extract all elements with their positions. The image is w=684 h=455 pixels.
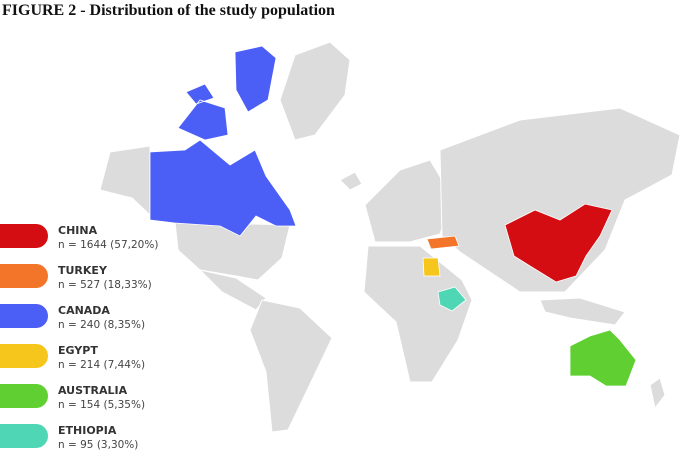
country-china — [504, 203, 613, 283]
country-ethiopia — [437, 286, 467, 312]
legend-name: CHINA — [58, 224, 98, 237]
legend-swatch — [0, 304, 48, 328]
legend-swatch — [0, 224, 48, 248]
legend-count: n = 95 (3,30%) — [58, 439, 138, 451]
legend-count: n = 154 (5,35%) — [58, 399, 145, 411]
legend-name: EGYPT — [58, 344, 98, 357]
highlighted-countries — [149, 45, 637, 387]
legend-swatch — [0, 344, 48, 368]
legend-count: n = 214 (7,44%) — [58, 359, 145, 371]
legend-name: AUSTRALIA — [58, 384, 128, 397]
legend-name: ETHIOPIA — [58, 424, 117, 437]
country-australia — [569, 329, 637, 387]
country-canada — [149, 45, 297, 237]
legend-swatch — [0, 384, 48, 408]
legend-count: n = 240 (8,35%) — [58, 319, 145, 331]
legend-swatch — [0, 264, 48, 288]
country-turkey — [426, 235, 460, 250]
figure-title: FIGURE 2 - Distribution of the study pop… — [2, 2, 335, 19]
legend-swatch — [0, 424, 48, 448]
legend-count: n = 527 (18,33%) — [58, 279, 152, 291]
legend-count: n = 1644 (57,20%) — [58, 239, 158, 251]
country-egypt — [422, 257, 441, 277]
legend-name: TURKEY — [58, 264, 108, 277]
legend: CHINA n = 1644 (57,20%) TURKEY n = 527 (18,… — [0, 224, 158, 451]
legend-name: CANADA — [58, 304, 110, 317]
world-land — [99, 41, 681, 433]
